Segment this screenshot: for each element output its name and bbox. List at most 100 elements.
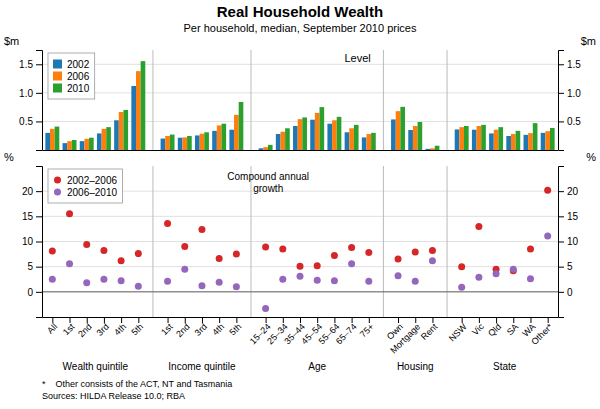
tick-label: 3rd [95, 322, 111, 338]
section-divider [152, 50, 153, 150]
section-divider [447, 50, 448, 150]
tick: 1st [159, 317, 175, 337]
grid-line [42, 92, 558, 93]
y-axis: 0.51.01.5 [558, 51, 581, 151]
tick-label: Other* [529, 321, 555, 347]
bar [516, 131, 521, 150]
tick-label: 10 [567, 236, 579, 247]
point [233, 283, 240, 290]
tick-label: 4th [112, 322, 128, 338]
bar [131, 86, 136, 150]
bar [67, 141, 72, 150]
bar [345, 132, 350, 150]
legend-label: 2006 [67, 71, 90, 82]
bar [55, 127, 60, 150]
section-divider [152, 166, 153, 317]
point [279, 276, 286, 283]
bar [141, 61, 146, 150]
tick: 0.5 [19, 116, 42, 127]
legend-frame [48, 53, 95, 99]
bar [170, 135, 175, 150]
points [49, 187, 551, 312]
bar [550, 128, 555, 150]
bar [204, 132, 209, 150]
bar [524, 135, 529, 150]
tick-mark [36, 191, 42, 192]
tick: 5 [27, 261, 42, 272]
axis-line [36, 167, 43, 318]
point [118, 277, 125, 284]
tick: Other* [529, 317, 555, 347]
bar [396, 111, 401, 150]
tick-label: 2nd [76, 322, 94, 340]
subtitle: Per household, median, September 2010 pr… [184, 22, 417, 34]
tick-mark [558, 64, 564, 65]
bar-series [45, 86, 545, 150]
legend-items: 200220062010 [53, 59, 90, 94]
tick: 1.5 [558, 59, 581, 70]
legend-label: 2002–2006 [67, 175, 117, 186]
tick-label: Qld [486, 322, 503, 339]
point [135, 283, 142, 290]
section-label: Wealth quintile [63, 361, 129, 372]
point [527, 246, 534, 253]
bar [498, 127, 503, 150]
bar [217, 125, 222, 150]
point [66, 260, 73, 267]
point [544, 187, 551, 194]
tick-mark [36, 64, 42, 65]
bar [259, 148, 264, 150]
bar [114, 120, 119, 150]
section-divider [250, 50, 251, 150]
axis-unit: % [4, 151, 14, 163]
tick-mark [558, 216, 564, 217]
tick: SA [505, 317, 521, 337]
bar [72, 140, 77, 150]
bar [533, 123, 538, 150]
bar [400, 107, 405, 150]
point [429, 247, 436, 254]
tick: 1st [61, 317, 77, 337]
point [83, 241, 90, 248]
bar [123, 110, 128, 150]
point [118, 257, 125, 264]
point [412, 278, 419, 285]
point [331, 252, 338, 259]
tick: 10 [22, 236, 42, 247]
y-axis: 05101520 [22, 167, 43, 318]
bar [349, 128, 354, 150]
bar [320, 107, 325, 150]
bar [106, 127, 111, 150]
bar [50, 129, 55, 150]
section-divider [383, 50, 384, 150]
annotation: Level [344, 52, 370, 64]
tick-label: Mortgage [388, 322, 422, 356]
tick-mark [558, 93, 564, 94]
point [262, 244, 269, 251]
tick-label: Vic [470, 321, 486, 337]
tick-label: 75+ [358, 322, 376, 340]
bar [391, 119, 396, 150]
bar [80, 141, 85, 150]
tick: 5th [129, 317, 145, 337]
point [348, 244, 355, 251]
grid-line [42, 216, 558, 217]
grid-line [42, 64, 558, 65]
tick-label: 4th [210, 322, 226, 338]
point [49, 248, 56, 255]
tick-mark [558, 121, 564, 122]
tick: 1.5 [19, 59, 42, 70]
legend-label: 2006–2010 [67, 187, 117, 198]
tick-label: 5 [567, 261, 573, 272]
tick-label: 10 [22, 236, 34, 247]
tick-label: 5th [227, 322, 243, 338]
point-series [49, 187, 551, 275]
x-axis [43, 150, 559, 151]
tick: Rent [419, 317, 440, 342]
bar [430, 148, 435, 150]
bar [511, 134, 516, 150]
tick-label: 0 [27, 287, 33, 298]
axis-line [43, 150, 559, 151]
tick-mark [36, 267, 42, 268]
point [181, 243, 188, 250]
